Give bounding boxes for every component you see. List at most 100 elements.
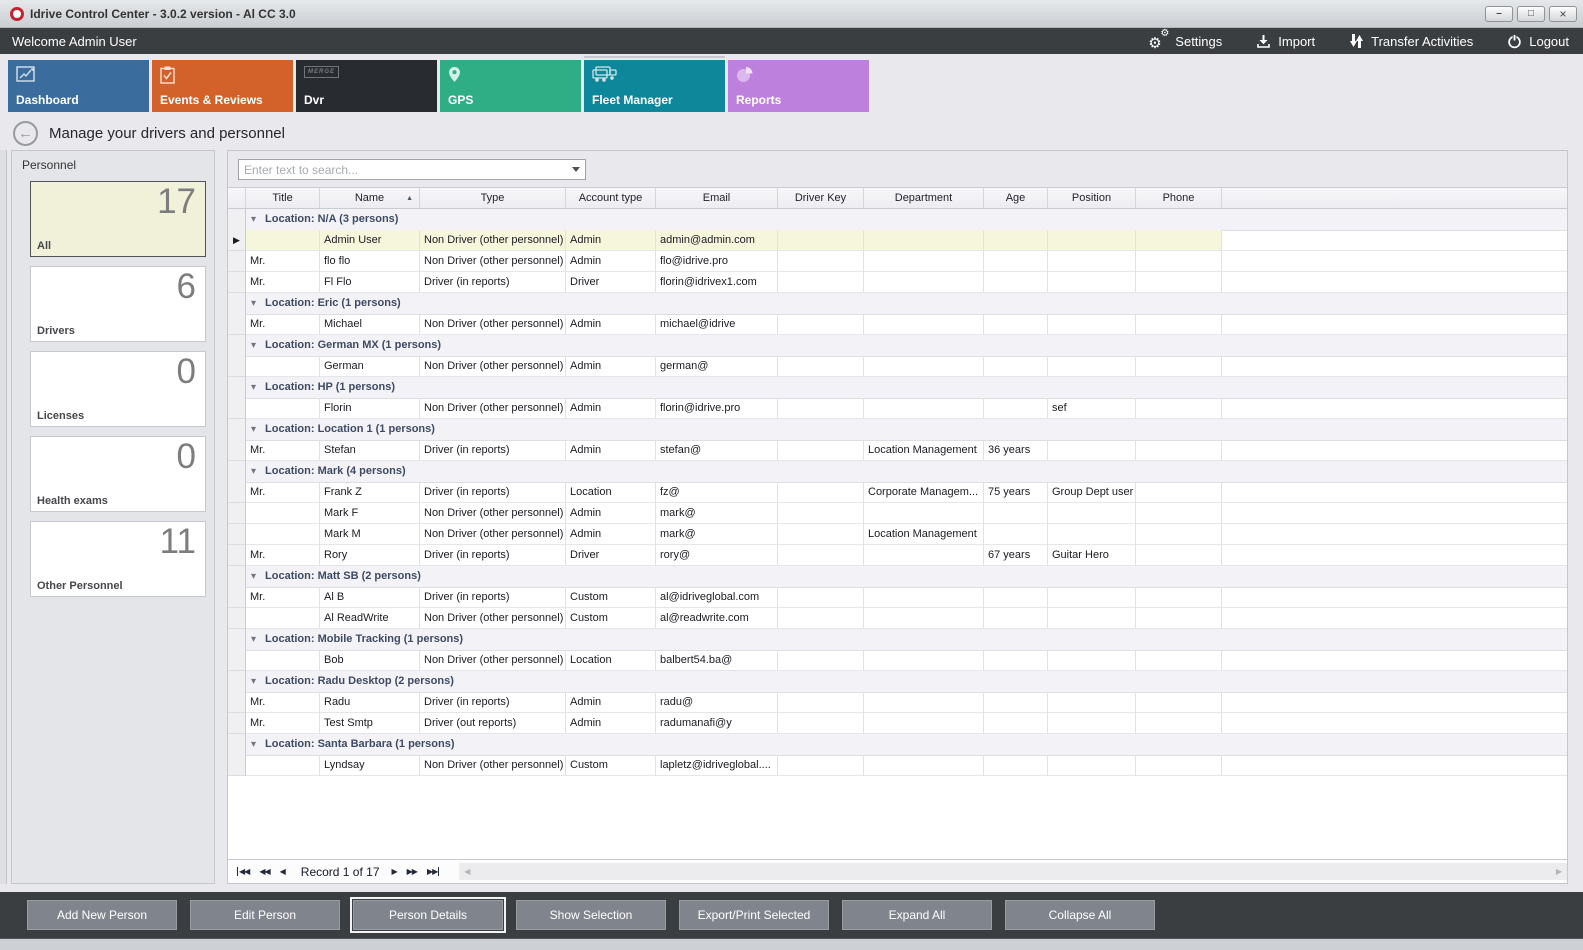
maximize-button[interactable] [1517,5,1545,22]
row-indicator-cell [228,524,246,545]
last-record-button[interactable]: ▶▶ [426,867,440,876]
column-header-department[interactable]: Department [864,188,984,208]
table-row[interactable]: Mr. Rory Driver (in reports) Driver rory@ 67 … [228,545,1567,566]
horizontal-scrollbar[interactable]: ◀ ▶ [459,863,1567,880]
group-header-row[interactable]: Location: HP (1 persons) [228,377,1567,399]
group-header-row[interactable]: Location: Mobile Tracking (1 persons) [228,629,1567,651]
cell-age [984,608,1048,629]
collapse-all-button[interactable]: Collapse All [1005,900,1155,930]
group-header-row[interactable]: Location: Mark (4 persons) [228,461,1567,483]
scroll-right-icon[interactable]: ▶ [1555,867,1562,876]
row-indicator-cell [228,734,246,756]
scroll-left-icon[interactable]: ◀ [464,867,471,876]
left-splitter[interactable] [0,150,7,884]
column-header-account-type[interactable]: Account type [566,188,656,208]
row-indicator-cell [228,314,246,335]
column-header-phone[interactable]: Phone [1136,188,1222,208]
group-header-row[interactable]: Location: German MX (1 persons) [228,335,1567,357]
cell-age [984,650,1048,671]
cell-driver_key [778,692,864,713]
minimize-button[interactable] [1485,5,1513,22]
table-row[interactable]: Mr. Michael Non Driver (other personnel) Ad… [228,314,1567,335]
cell-position [1048,230,1136,251]
column-header-driver-key[interactable]: Driver Key [778,188,864,208]
tab-events-reviews[interactable]: Events & Reviews [152,60,293,112]
export-print-selected-button[interactable]: Export/Print Selected [679,900,829,930]
cell-email: radu@ [656,692,778,713]
card-all[interactable]: 17 All [30,181,206,257]
table-row[interactable]: Florin Non Driver (other personnel) Admin f… [228,398,1567,419]
cell-email: fz@ [656,482,778,503]
group-header-row[interactable]: Location: Santa Barbara (1 persons) [228,734,1567,756]
cell-department: Location Management [864,524,984,545]
prev-page-button[interactable]: ◀◀ [259,867,270,876]
settings-button[interactable]: ⚙ ⚙ Settings [1148,28,1223,52]
prev-record-button[interactable]: ◀ [279,867,286,876]
expand-all-button[interactable]: Expand All [842,900,992,930]
search-input[interactable] [239,162,567,177]
cell-type: Driver (in reports) [420,440,566,461]
row-indicator-cell [228,482,246,503]
row-indicator-cell [228,713,246,734]
row-indicator-cell [228,545,246,566]
tab-dvr[interactable]: MERGE Dvr [296,60,437,112]
column-header-age[interactable]: Age [984,188,1048,208]
group-header-row[interactable]: Location: Radu Desktop (2 persons) [228,671,1567,693]
table-row[interactable]: Mr. Stefan Driver (in reports) Admin stefan@… [228,440,1567,461]
table-row[interactable]: Mr. Al B Driver (in reports) Custom al@idriv… [228,587,1567,608]
tab-dashboard[interactable]: Dashboard [8,60,149,112]
card-other-personnel[interactable]: 11 Other Personnel [30,521,206,597]
table-row[interactable]: ▶ Admin User Non Driver (other personnel) A… [228,230,1567,251]
table-row[interactable]: Bob Non Driver (other personnel) Location b… [228,650,1567,671]
back-button[interactable]: ← [13,120,38,146]
table-row[interactable]: Mark M Non Driver (other personnel) Admin m… [228,524,1567,545]
table-row[interactable]: Mr. Fl Flo Driver (in reports) Driver florin… [228,272,1567,293]
next-page-button[interactable]: ▶▶ [406,867,418,876]
column-header-title[interactable]: Title [246,188,320,208]
tab-gps[interactable]: GPS [440,60,581,112]
table-row[interactable]: Al ReadWrite Non Driver (other personnel)… [228,608,1567,629]
card-licenses[interactable]: 0 Licenses [30,351,206,427]
cell-position [1048,251,1136,272]
group-header-row[interactable]: Location: Location 1 (1 persons) [228,419,1567,441]
transfer-activities-button[interactable]: Transfer Activities [1349,32,1473,50]
column-header-name[interactable]: Name ▲ [320,188,420,208]
table-row[interactable]: Mr. Radu Driver (in reports) Admin radu@ [228,692,1567,713]
cell-filler [1222,230,1567,251]
logout-button[interactable]: Logout [1507,32,1569,50]
import-button[interactable]: Import [1256,32,1315,50]
group-header-row[interactable]: Location: Eric (1 persons) [228,293,1567,315]
tab-reports[interactable]: Reports [728,60,869,112]
tab-fleet-manager[interactable]: Fleet Manager [584,56,725,112]
show-selection-button[interactable]: Show Selection [516,900,666,930]
table-row[interactable]: Mr. flo flo Non Driver (other personnel) Ad… [228,251,1567,272]
cell-email: radumanafi@y [656,713,778,734]
search-dropdown-icon[interactable] [567,160,585,179]
cell-name: Bob [320,650,420,671]
cell-phone [1136,524,1222,545]
first-record-button[interactable]: ◀◀ [237,867,250,876]
table-row[interactable]: Mr. Test Smtp Driver (out reports) Admin rad… [228,713,1567,734]
cell-age [984,692,1048,713]
next-record-button[interactable]: ▶ [391,867,398,876]
group-header-row[interactable]: Location: Matt SB (2 persons) [228,566,1567,588]
cell-title [246,230,320,251]
edit-person-button[interactable]: Edit Person [190,900,340,930]
column-header-position[interactable]: Position [1048,188,1136,208]
group-header-row[interactable]: Location: N/A (3 persons) [228,209,1567,231]
add-new-person-button[interactable]: Add New Person [27,900,177,930]
group-label: Location: Matt SB (2 persons) [246,566,1567,588]
table-row[interactable]: Mark F Non Driver (other personnel) Admin m… [228,503,1567,524]
column-header-filler [1222,188,1567,208]
person-details-button[interactable]: Person Details [350,897,506,933]
table-row[interactable]: German Non Driver (other personnel) Admin g… [228,356,1567,377]
column-header-type[interactable]: Type [420,188,566,208]
card-drivers[interactable]: 6 Drivers [30,266,206,342]
column-header-email[interactable]: Email [656,188,778,208]
window-titlebar: Idrive Control Center - 3.0.2 version - … [0,0,1583,28]
card-health-exams[interactable]: 0 Health exams [30,436,206,512]
table-row[interactable]: Lyndsay Non Driver (other personnel) Custo… [228,755,1567,776]
table-row[interactable]: Mr. Frank Z Driver (in reports) Location fz@… [228,482,1567,503]
close-button[interactable] [1549,5,1577,22]
cell-email: stefan@ [656,440,778,461]
